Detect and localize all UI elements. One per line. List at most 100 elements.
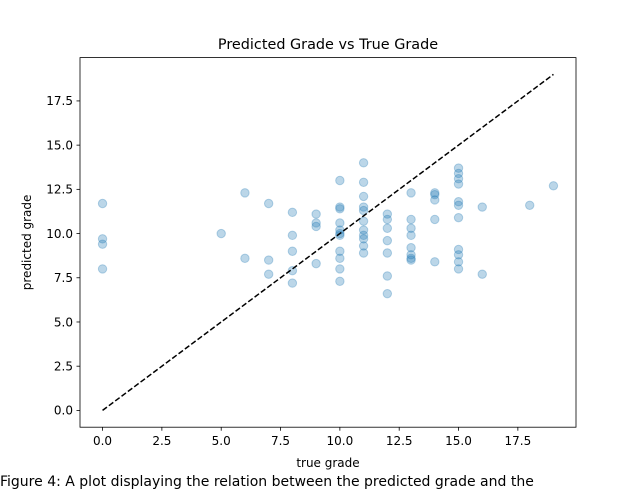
scatter-point [406,243,416,253]
scatter-point [216,228,226,239]
scatter-point [335,246,345,256]
scatter-point [287,230,298,241]
x-tick-label: 17.5 [504,434,531,448]
scatter-point [97,239,108,249]
x-tick-label: 0.0 [93,434,112,448]
y-tick-label: 10.0 [46,227,73,241]
scatter-point [430,189,440,200]
scatter-point [406,223,416,233]
scatter-point [525,200,535,210]
scatter-point [311,209,321,219]
x-tick-label: 10.0 [327,434,354,448]
scatter-point [358,177,369,187]
scatter-point [430,257,440,267]
x-tick-label: 7.5 [271,434,290,448]
y-axis-ticks: 0.0 2.5 5.0 7.5 10.0 12.5 15.0 17.5 [46,94,80,418]
scatter-point [453,174,464,184]
chart-title: Predicted Grade vs True Grade [218,37,438,53]
scatter-point [453,212,464,223]
scatter-point [335,264,345,274]
scatter-point [358,216,369,226]
scatter-point [335,230,345,241]
scatter-point [406,253,416,264]
figure: 0.0 2.5 5.0 7.5 10.0 12.5 15.0 17.5 0.0 2.5 5.0 7.… [20,37,577,470]
scatter-point [240,188,250,198]
y-tick-label: 17.5 [46,94,73,108]
scatter-point [311,218,321,228]
scatter-point [358,234,369,244]
scatter-point [477,202,487,212]
scatter-point [335,202,345,212]
scatter-point [358,248,369,258]
scatter-point [453,168,464,179]
y-tick-label: 12.5 [46,183,73,197]
scatter-point [453,250,464,260]
scatter-point [358,191,369,202]
scatter-point [97,234,108,244]
scatter-point [453,200,464,210]
scatter-point [335,218,345,228]
scatter-point [406,230,416,241]
figure-caption: Figure 4: A plot displaying the relation… [0,474,534,490]
x-axis-label: true grade [296,456,359,470]
scatter-point [382,248,393,258]
scatter-point [430,195,440,205]
y-tick-label: 0.0 [54,404,73,418]
scatter-point [335,175,345,186]
scatter-point [358,225,369,235]
scatter-point [311,258,321,269]
y-tick-label: 15.0 [46,138,73,152]
scatter-point [382,235,393,246]
scatter-point [263,255,274,265]
reference-line [102,73,554,412]
y-tick-label: 7.5 [54,271,73,285]
x-tick-label: 12.5 [386,434,413,448]
scatter-point [311,221,321,232]
scatter-point [382,223,393,233]
x-tick-label: 5.0 [212,434,231,448]
scatter-point [287,265,298,276]
scatter-point [430,188,440,198]
scatter-point [358,202,369,212]
scatter-point [382,209,393,219]
scatter-point [406,214,416,225]
x-tick-label: 15.0 [445,434,472,448]
scatter-point [335,253,345,264]
scatter-point [477,269,487,279]
y-tick-label: 5.0 [54,315,73,329]
y-tick-label: 2.5 [54,359,73,373]
scatter-point [287,278,298,288]
scatter-point [358,205,369,216]
scatter-point [97,264,108,274]
scatter-point [453,264,464,274]
x-tick-label: 2.5 [152,434,171,448]
scatter-point [548,181,559,191]
scatter-point [453,179,464,189]
scatter-point [358,158,369,168]
scatter-point [335,276,345,287]
scatter-point [453,163,464,173]
scatter-point [453,244,464,255]
scatter-point [453,257,464,267]
scatter-points [97,158,559,299]
x-axis-ticks: 0.0 2.5 5.0 7.5 10.0 12.5 15.0 17.5 [93,427,531,448]
scatter-point [406,250,416,260]
scatter-point [263,269,274,279]
axes-frame [79,57,577,428]
scatter-point [240,253,250,264]
scatter-point [97,198,108,209]
scatter-point [382,214,393,225]
scatter-point [263,198,274,209]
scatter-point [382,271,393,281]
scatter-point [406,188,416,198]
scatter-point [287,207,298,218]
scatter-point [358,241,369,251]
y-axis-label: predicted grade [20,195,34,291]
scatter-point [382,288,393,299]
scatter-point [453,197,464,207]
scatter-point [430,214,440,225]
scatter-point [335,204,345,214]
scatter-point [358,230,369,241]
scatter-point [406,255,416,265]
scatter-point [287,246,298,256]
